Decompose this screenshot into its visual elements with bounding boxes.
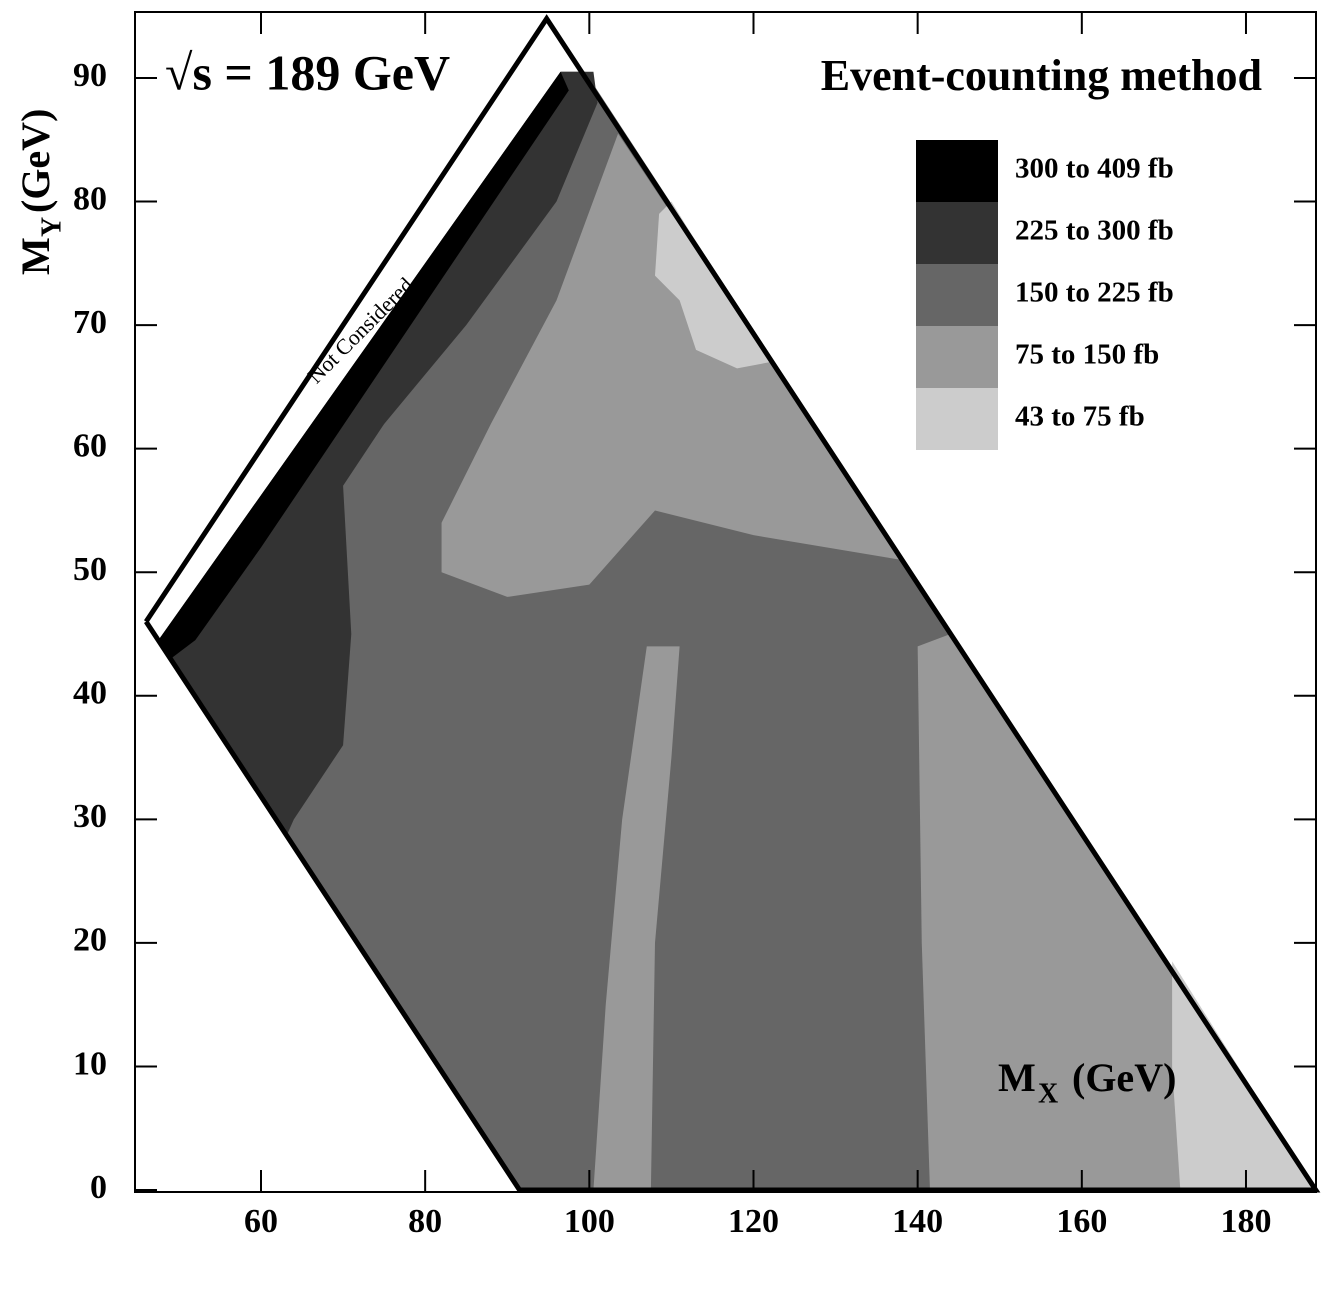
- y-tick-label: 70: [73, 304, 107, 341]
- y-tick-label: 30: [73, 798, 107, 835]
- x-axis-label-unit: (GeV): [1072, 1055, 1176, 1100]
- legend-swatch: [916, 264, 998, 326]
- x-tick-label: 60: [244, 1203, 278, 1240]
- plot-area: [143, 14, 1321, 1193]
- y-tick-label: 60: [73, 427, 107, 464]
- region: [593, 646, 680, 1191]
- region: [441, 133, 902, 597]
- legend-label: 75 to 150 fb: [1015, 339, 1159, 371]
- y-tick-label: 80: [73, 180, 107, 217]
- region: [158, 71, 598, 838]
- x-axis-label-sub: X: [1038, 1078, 1058, 1109]
- y-tick-label: 10: [73, 1045, 107, 1082]
- y-axis-label: M Y (GeV): [13, 109, 67, 275]
- region: [158, 71, 569, 659]
- legend-swatch: [916, 202, 998, 264]
- y-tick-label: 90: [73, 57, 107, 94]
- x-tick-label: 80: [408, 1203, 442, 1240]
- y-tick-label: 20: [73, 922, 107, 959]
- legend-label: 150 to 225 fb: [1015, 277, 1174, 309]
- x-tick-label: 120: [728, 1203, 779, 1240]
- chart-title: Event-counting method: [821, 51, 1262, 100]
- y-tick-label: 0: [90, 1169, 107, 1206]
- energy-annotation: √s = 189 GeV: [165, 44, 450, 100]
- y-axis-label-symbol: M: [13, 237, 58, 275]
- y-tick-label: 50: [73, 551, 107, 588]
- legend-label: 300 to 409 fb: [1015, 153, 1174, 185]
- x-tick-label: 160: [1056, 1203, 1107, 1240]
- legend-label: 43 to 75 fb: [1015, 401, 1145, 433]
- x-axis-label-symbol: M: [998, 1055, 1036, 1100]
- plot-frame: [134, 11, 1317, 1193]
- y-tick-label: 40: [73, 675, 107, 712]
- legend-label: 225 to 300 fb: [1015, 215, 1174, 247]
- x-tick-label: 180: [1220, 1203, 1271, 1240]
- legend-swatch: [916, 388, 998, 450]
- legend-swatch: [916, 140, 998, 202]
- x-tick-label: 140: [892, 1203, 943, 1240]
- legend-swatch: [916, 326, 998, 388]
- x-tick-label: 100: [564, 1203, 615, 1240]
- y-axis-label-unit: (GeV): [13, 109, 58, 213]
- region: [654, 201, 770, 369]
- y-axis-label-sub: Y: [36, 217, 67, 237]
